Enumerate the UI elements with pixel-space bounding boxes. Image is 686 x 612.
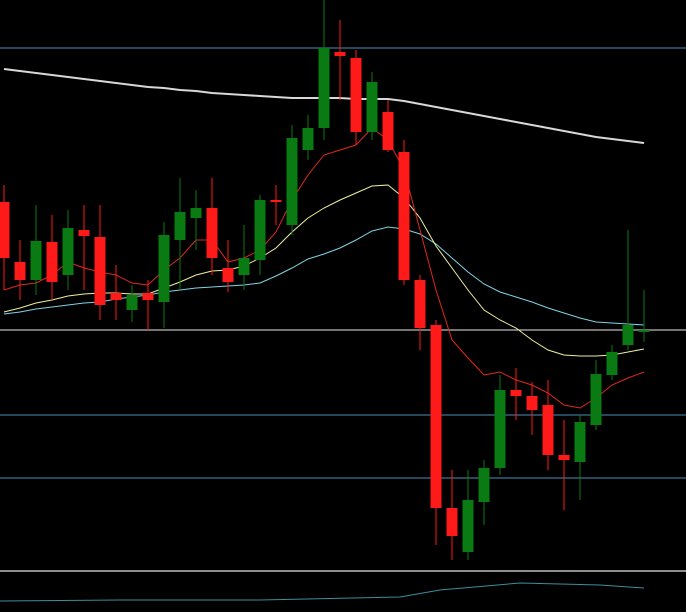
- candle-body: [590, 374, 602, 425]
- candle-body: [222, 268, 234, 282]
- candle-body: [334, 52, 346, 56]
- candle-body: [510, 390, 522, 396]
- candle-body: [382, 112, 394, 150]
- candle-body: [350, 58, 362, 132]
- candle-body: [126, 295, 138, 310]
- candle-body: [318, 48, 330, 128]
- candle-body: [94, 237, 106, 305]
- candle-body: [254, 200, 266, 260]
- candle-body: [286, 138, 298, 225]
- candle-body: [142, 293, 154, 300]
- candle-body: [270, 200, 282, 202]
- candle-body: [46, 242, 58, 282]
- candle-body: [190, 208, 202, 218]
- candle-body: [366, 82, 378, 132]
- candle-body: [622, 325, 634, 345]
- candle-body: [478, 468, 490, 502]
- candle-body: [414, 280, 426, 328]
- moving-average-line: [3, 127, 645, 409]
- candle-body: [174, 212, 186, 240]
- candle-body: [558, 455, 570, 460]
- indicator-panel-line: [0, 582, 645, 602]
- candle-body: [158, 235, 170, 302]
- candle-body: [494, 390, 506, 468]
- candle-body: [574, 422, 586, 462]
- candle-body: [302, 128, 314, 150]
- candle-body: [542, 405, 554, 455]
- candle-body: [430, 325, 442, 508]
- candle-body: [78, 230, 90, 236]
- candle-body: [606, 352, 618, 375]
- candle-body: [398, 152, 410, 280]
- candle-body: [14, 262, 26, 280]
- candle-body: [638, 330, 650, 332]
- candle-body: [206, 208, 218, 258]
- candle-body: [62, 228, 74, 275]
- candle-body: [110, 293, 122, 300]
- candle-body: [462, 500, 474, 552]
- candle-body: [526, 396, 538, 410]
- candle-body: [446, 508, 458, 536]
- candle-body: [0, 202, 10, 258]
- candle-body: [30, 241, 42, 280]
- candle-body: [238, 258, 250, 275]
